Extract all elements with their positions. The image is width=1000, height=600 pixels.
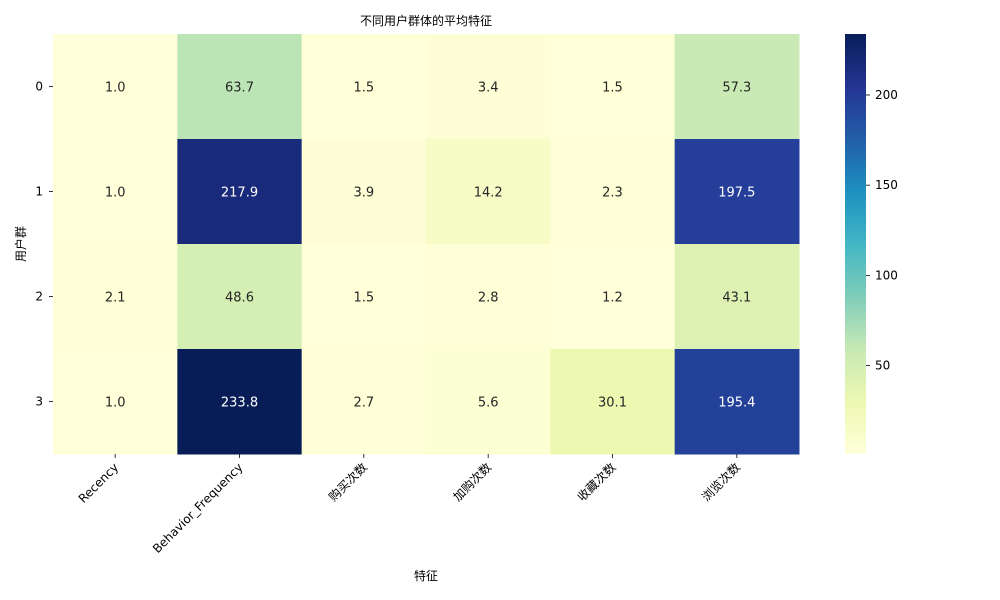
cell-value-label: 2.8	[478, 291, 499, 306]
colorbar: 50 100 150 200	[845, 34, 898, 454]
x-tick-label: 加购次数	[450, 460, 495, 505]
heatmap-cell-r3-c4	[550, 349, 676, 455]
heatmap-cell-r3-c0	[53, 349, 178, 455]
cell-value-label: 233.8	[221, 396, 258, 411]
y-tick-label: 3	[35, 395, 43, 409]
colorbar-gradient	[845, 34, 866, 454]
cell-value-label: 2.3	[602, 186, 623, 201]
cell-value-label: 3.4	[478, 81, 499, 96]
heatmap-cell-r2-c3	[426, 244, 551, 350]
heatmap-cell-r0-c2	[301, 34, 427, 140]
heatmap-cell-r1-c5	[674, 139, 800, 245]
heatmap-cell-r0-c0	[53, 34, 178, 140]
heatmap-cell-r3-c1	[177, 349, 303, 455]
cell-value-label: 57.3	[722, 81, 751, 96]
y-axis: 0 1 2 3	[35, 80, 53, 409]
colorbar-tick-label: 200	[875, 88, 898, 102]
heatmap-cell-r0-c1	[177, 34, 303, 140]
heatmap-cell-r1-c4	[550, 139, 676, 245]
y-tick-label: 2	[35, 290, 43, 304]
cell-value-label: 48.6	[225, 291, 254, 306]
y-tick-label: 1	[35, 185, 43, 199]
cell-value-label: 43.1	[722, 291, 751, 306]
heatmap-cell-r1-c1	[177, 139, 303, 245]
cell-value-label: 2.1	[105, 291, 126, 306]
cell-value-label: 197.5	[718, 186, 755, 201]
heatmap-cell-r2-c1	[177, 244, 303, 350]
cell-value-label: 1.0	[105, 186, 126, 201]
heatmap-cell-r3-c3	[426, 349, 551, 455]
heatmap-cells: 1.0 63.7 1.5 3.4 1.5 57.3 1.0 217.9 3.9 14.2 2.3 19…	[53, 34, 800, 455]
heatmap-cell-r0-c3	[426, 34, 551, 140]
x-tick-label: Behavior_Frequency	[150, 460, 246, 556]
heatmap-cell-r1-c0	[53, 139, 178, 245]
heatmap-cell-r3-c5	[674, 349, 800, 455]
x-tick-label: Recency	[76, 460, 122, 506]
cell-value-label: 5.6	[478, 396, 499, 411]
cell-value-label: 1.5	[353, 291, 374, 306]
colorbar-tick-label: 100	[875, 268, 898, 282]
heatmap-cell-r2-c0	[53, 244, 178, 350]
cell-value-label: 195.4	[718, 396, 755, 411]
x-axis: Recency Behavior_Frequency 购买次数 加购次数 收藏次数 浏览次…	[76, 454, 743, 556]
cell-value-label: 3.9	[353, 186, 374, 201]
heatmap-cell-r1-c3	[426, 139, 551, 245]
x-tick-label: 浏览次数	[698, 460, 743, 505]
heatmap-cell-r0-c4	[550, 34, 676, 140]
cell-value-label: 2.7	[353, 396, 374, 411]
cell-value-label: 30.1	[598, 396, 627, 411]
heatmap-cell-r0-c5	[674, 34, 800, 140]
x-tick-label: 购买次数	[325, 460, 370, 505]
heatmap-cell-r2-c4	[550, 244, 676, 350]
heatmap-cell-r2-c5	[674, 244, 800, 350]
cell-value-label: 1.0	[105, 396, 126, 411]
y-tick-label: 0	[35, 80, 43, 94]
cell-value-label: 1.5	[602, 81, 623, 96]
colorbar-tick-label: 50	[875, 359, 890, 373]
x-tick-label: 收藏次数	[574, 460, 619, 505]
colorbar-tick-label: 150	[875, 178, 898, 192]
y-axis-label: 用户群	[13, 226, 28, 262]
heatmap-cell-r3-c2	[301, 349, 427, 455]
cell-value-label: 1.5	[353, 81, 374, 96]
cell-value-label: 217.9	[221, 186, 258, 201]
chart-title: 不同用户群体的平均特征	[360, 13, 492, 28]
cell-value-label: 1.2	[602, 291, 623, 306]
cell-value-label: 63.7	[225, 81, 254, 96]
heatmap-cell-r1-c2	[301, 139, 427, 245]
x-axis-label: 特征	[414, 568, 438, 583]
cell-value-label: 14.2	[474, 186, 503, 201]
cell-value-label: 1.0	[105, 81, 126, 96]
heatmap-cell-r2-c2	[301, 244, 427, 350]
